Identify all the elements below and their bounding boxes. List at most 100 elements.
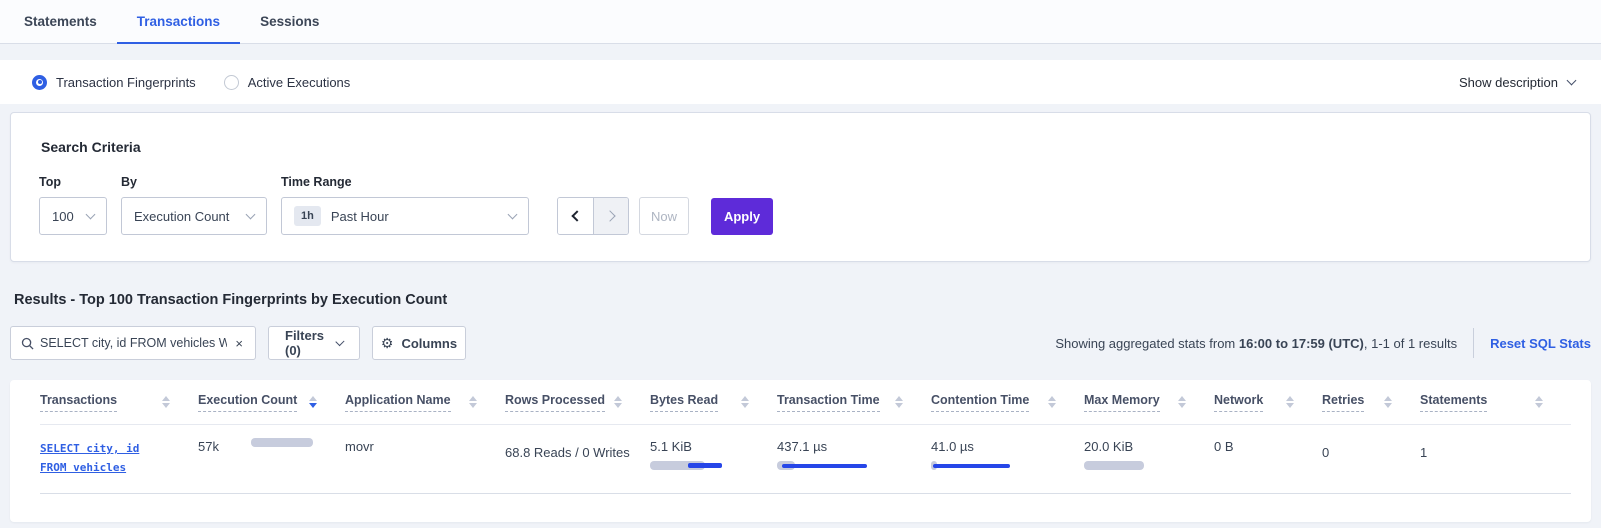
sort-arrows-icon <box>1048 396 1056 408</box>
results-search-input[interactable] <box>40 336 228 350</box>
chevron-down-icon <box>1566 75 1577 86</box>
radio-label: Transaction Fingerprints <box>56 74 196 90</box>
cell-rows-processed: 68.8 Reads / 0 Writes <box>505 445 630 460</box>
column-header-bytes-read[interactable]: Bytes Read <box>650 393 777 412</box>
column-header-execution-count[interactable]: Execution Count <box>198 393 345 412</box>
time-range-badge: 1h <box>294 206 321 226</box>
column-header-transaction-time[interactable]: Transaction Time <box>777 393 931 412</box>
chevron-left-icon <box>571 210 583 222</box>
mean-stddev-bar <box>1084 461 1184 470</box>
tab-transactions[interactable]: Transactions <box>116 0 241 44</box>
show-description-label: Show description <box>1459 74 1558 90</box>
radio-selected-icon <box>32 74 47 90</box>
columns-label: Columns <box>401 335 458 351</box>
transaction-fingerprint-link[interactable]: SELECT city, id FROM vehicles <box>40 442 140 474</box>
cell-statements: 1 <box>1420 445 1428 460</box>
top-select-value: 100 <box>52 208 74 224</box>
filters-label: Filters (0) <box>285 328 325 358</box>
column-header-statements[interactable]: Statements <box>1420 393 1571 412</box>
chevron-down-icon <box>507 209 518 220</box>
divider <box>1473 328 1475 358</box>
chevron-down-icon <box>335 337 345 346</box>
filters-button[interactable]: Filters (0) <box>268 326 360 360</box>
results-table: Transactions Execution Count Application N… <box>10 380 1591 522</box>
apply-button[interactable]: Apply <box>711 198 773 235</box>
by-select[interactable]: Execution Count <box>121 197 267 235</box>
column-label: Rows Processed <box>505 393 606 412</box>
gear-icon: ⚙ <box>380 334 394 351</box>
time-range-value: Past Hour <box>330 208 389 224</box>
tab-statements[interactable]: Statements <box>24 14 97 29</box>
column-label: Execution Count <box>198 393 298 412</box>
search-criteria-title: Search Criteria <box>41 139 141 155</box>
sort-arrows-icon <box>614 396 622 408</box>
time-next-button[interactable] <box>593 198 628 234</box>
cell-execution-count: 57k <box>198 425 345 493</box>
sort-arrows-icon <box>895 396 903 408</box>
sort-arrows-icon <box>469 396 477 408</box>
column-header-max-memory[interactable]: Max Memory <box>1084 393 1214 412</box>
table-header-row: Transactions Execution Count Application N… <box>40 380 1571 424</box>
aggregated-stats-text: Showing aggregated stats from 16:00 to 1… <box>1055 335 1458 351</box>
radio-active-executions[interactable]: Active Executions <box>223 74 351 90</box>
show-description-toggle[interactable]: Show description <box>1459 74 1577 90</box>
chevron-right-icon <box>603 210 616 222</box>
top-select[interactable]: 100 <box>39 197 107 235</box>
reset-sql-stats-link[interactable]: Reset SQL Stats <box>1490 335 1591 351</box>
column-header-rows-processed[interactable]: Rows Processed <box>505 393 650 412</box>
now-button[interactable]: Now <box>639 197 689 235</box>
cell-transactions[interactable]: SELECT city, id FROM vehicles <box>40 425 198 493</box>
chevron-down-icon <box>245 209 256 220</box>
stats-time-range: 16:00 to 17:59 (UTC) <box>1238 335 1364 351</box>
column-label: Application Name <box>345 393 451 412</box>
sort-arrows-icon <box>741 396 749 408</box>
mean-bar <box>250 438 313 447</box>
time-range-select[interactable]: 1h Past Hour <box>281 197 529 235</box>
search-criteria-card: Search Criteria Top 100 By Execution Cou… <box>10 112 1591 262</box>
tab-sessions[interactable]: Sessions <box>260 14 320 29</box>
cell-max-memory: 20.0 KiB <box>1084 425 1214 493</box>
time-prev-button[interactable] <box>558 198 593 234</box>
column-label: Transactions <box>40 393 118 412</box>
cell-retries: 0 <box>1322 445 1330 460</box>
cell-bytes-read: 5.1 KiB <box>650 425 777 493</box>
sort-arrows-icon <box>162 396 170 408</box>
time-nav-group <box>557 197 629 235</box>
column-label: Transaction Time <box>777 393 880 412</box>
sort-arrows-icon <box>309 396 317 408</box>
results-heading: Results - Top 100 Transaction Fingerprin… <box>14 292 448 308</box>
mean-stddev-bar <box>777 461 901 470</box>
sort-arrows-icon <box>1178 396 1186 408</box>
radio-unselected-icon <box>223 74 239 90</box>
top-label: Top <box>39 175 61 189</box>
cell-contention-time: 41.0 µs <box>931 425 1084 493</box>
cell-transaction-time: 437.1 µs <box>777 425 931 493</box>
results-toolbar: × Filters (0) ⚙ Columns Showing aggregat… <box>10 326 1591 360</box>
sort-arrows-icon <box>1286 396 1294 408</box>
columns-button[interactable]: ⚙ Columns <box>372 326 466 360</box>
column-header-transactions[interactable]: Transactions <box>40 393 198 412</box>
column-label: Statements <box>1420 393 1488 412</box>
column-header-network[interactable]: Network <box>1214 393 1322 412</box>
cell-application-name: movr <box>345 439 374 454</box>
column-label: Network <box>1214 393 1264 412</box>
clear-search-icon[interactable]: × <box>235 335 243 351</box>
radio-label: Active Executions <box>247 74 351 90</box>
chevron-down-icon <box>85 209 96 220</box>
mean-stddev-bar <box>931 461 1054 470</box>
radio-transaction-fingerprints[interactable]: Transaction Fingerprints <box>32 74 196 90</box>
column-header-retries[interactable]: Retries <box>1322 393 1420 412</box>
by-select-value: Execution Count <box>134 208 230 224</box>
table-row: SELECT city, id FROM vehicles 57k movr 68.8… <box>40 424 1571 494</box>
search-icon <box>21 337 34 350</box>
column-label: Bytes Read <box>650 393 719 412</box>
sort-arrows-icon <box>1535 396 1543 408</box>
view-toggle-bar: Transaction Fingerprints Active Executio… <box>0 60 1601 104</box>
column-header-application-name[interactable]: Application Name <box>345 393 505 412</box>
cell-network: 0 B <box>1214 439 1234 454</box>
column-label: Contention Time <box>931 393 1030 412</box>
mean-stddev-bar <box>650 461 747 470</box>
column-header-contention-time[interactable]: Contention Time <box>931 393 1084 412</box>
sort-arrows-icon <box>1384 396 1392 408</box>
time-range-label: Time Range <box>281 175 352 189</box>
